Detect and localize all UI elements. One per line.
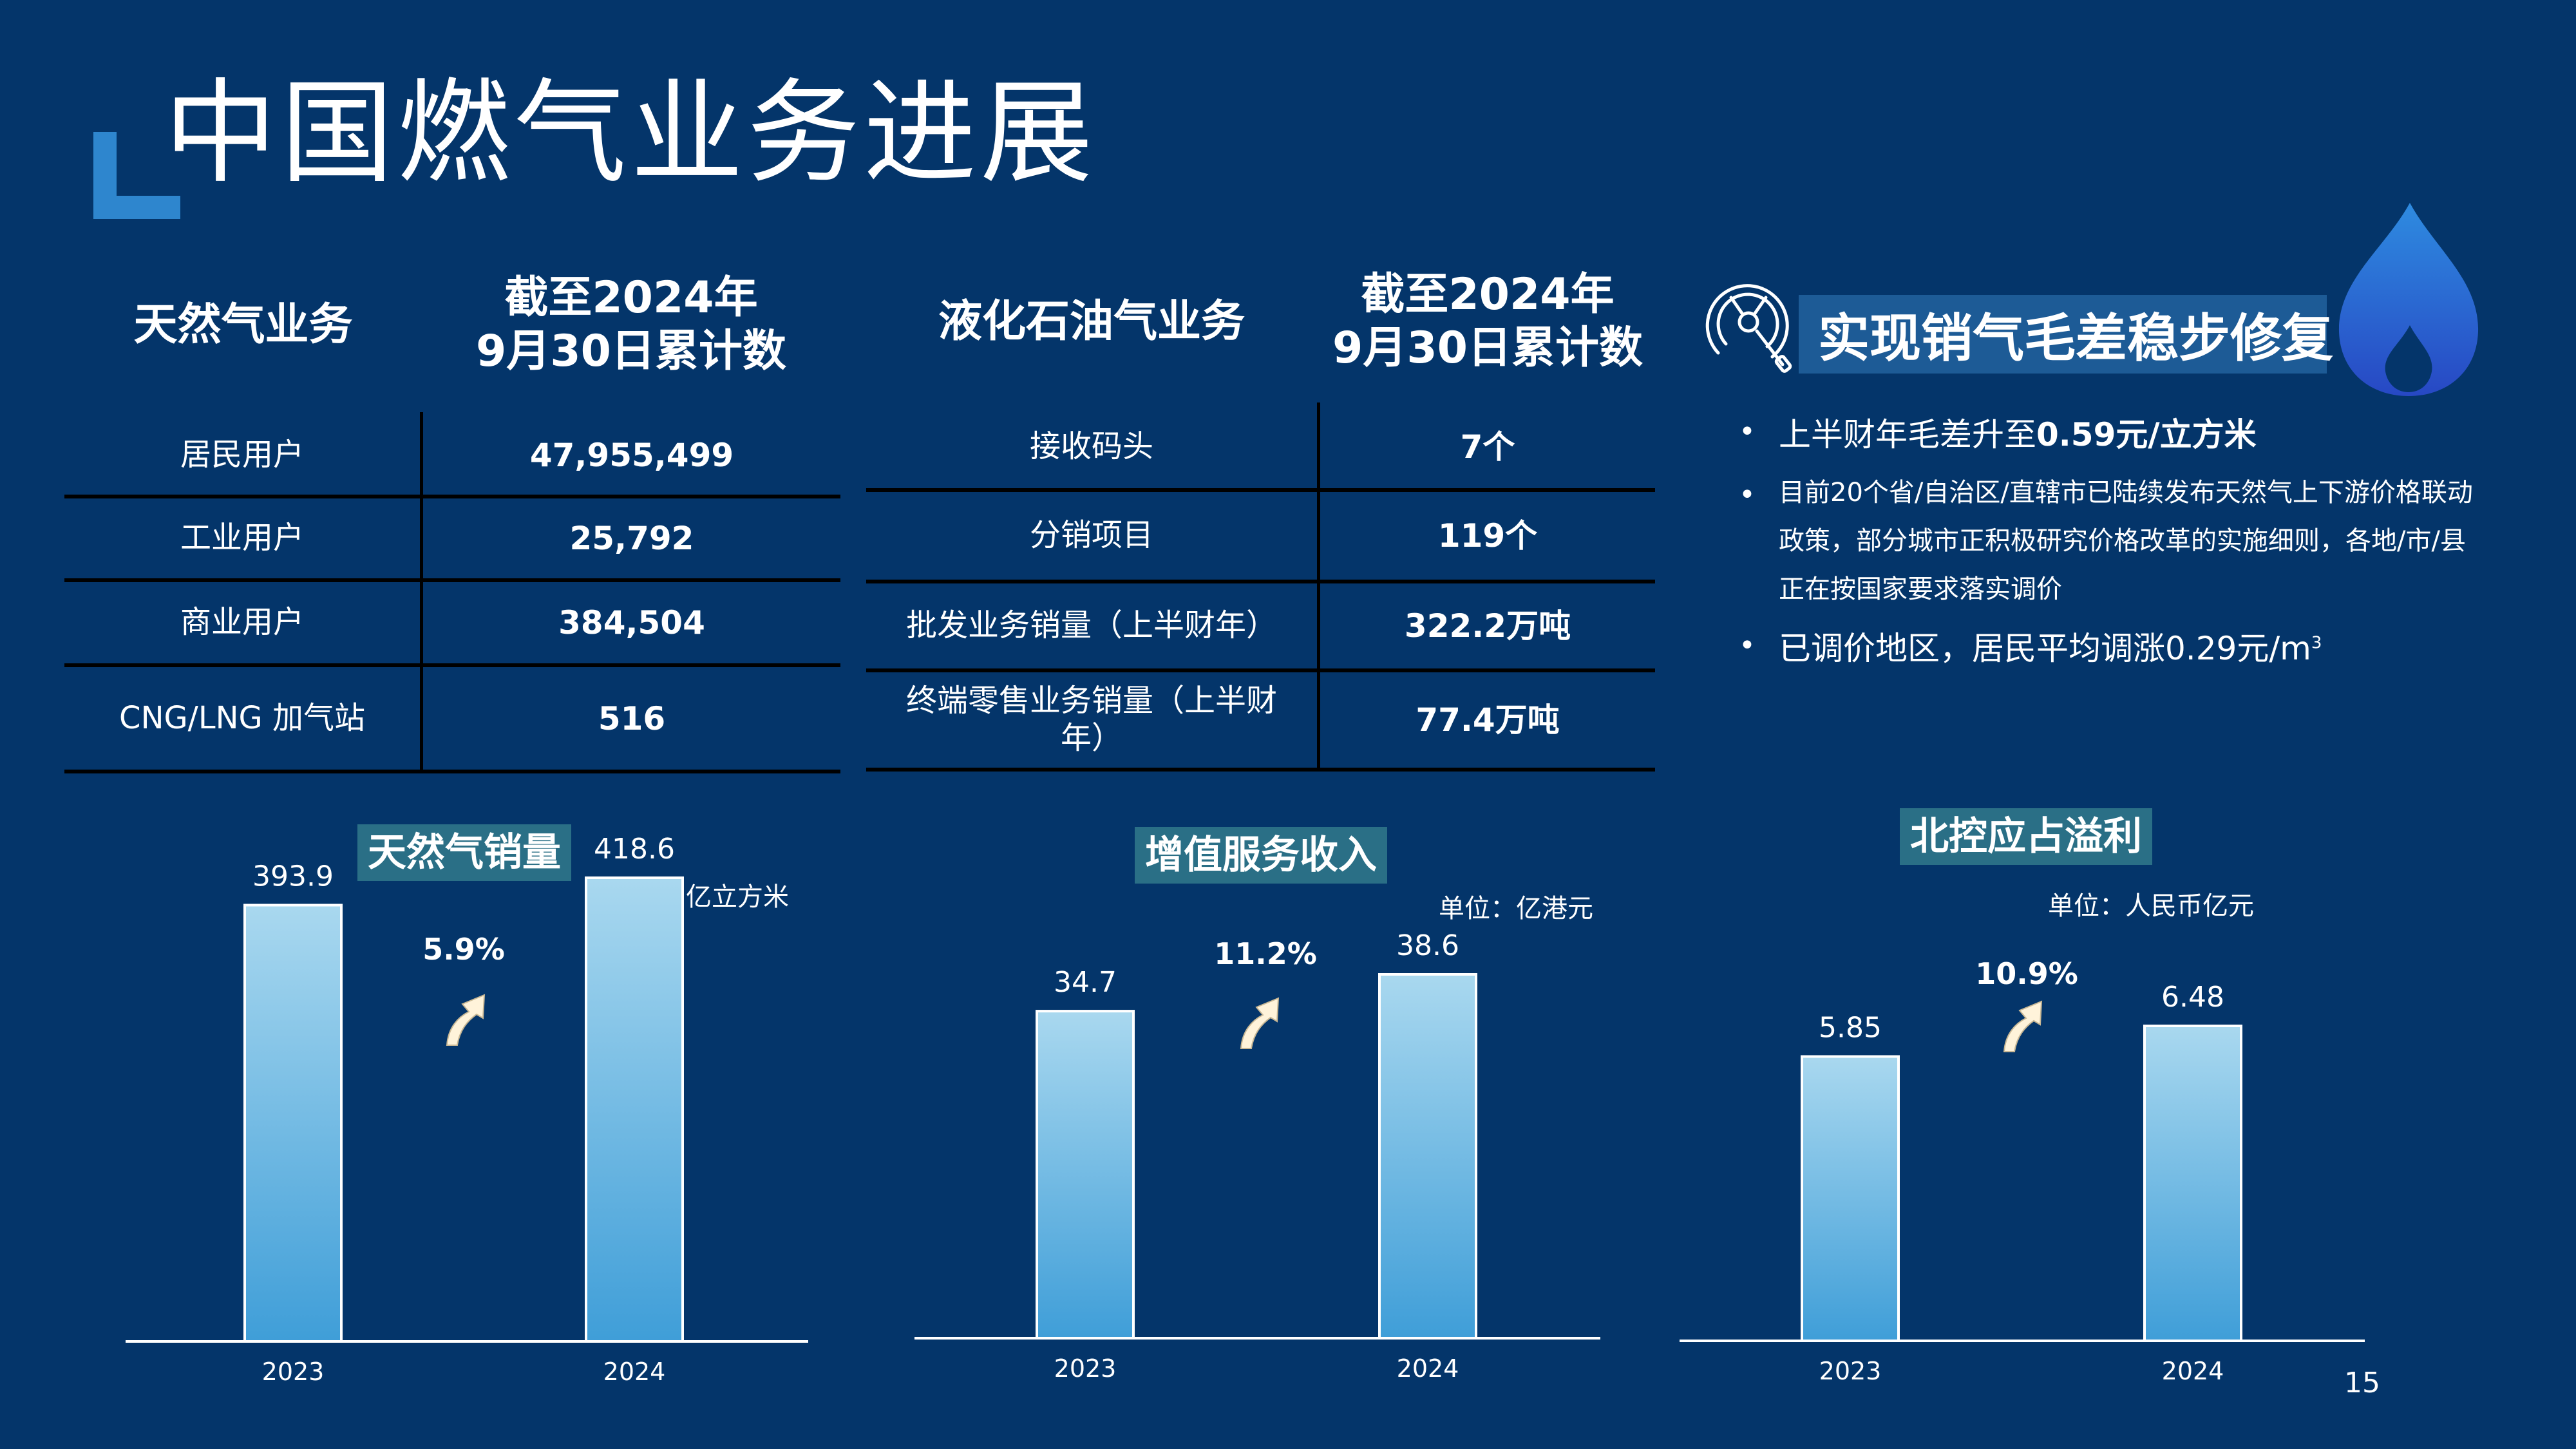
table-row-label: 分销项目 bbox=[1029, 517, 1153, 554]
flame-icon bbox=[2338, 203, 2479, 396]
table-row-label: 商业用户 bbox=[180, 604, 304, 641]
x-tick-label: 2023 bbox=[1054, 1354, 1117, 1383]
row-rule bbox=[866, 488, 1655, 492]
table-header-cumulative: 截至2024年 9月30日累计数 bbox=[1320, 248, 1655, 396]
table-row-label: 居民用户 bbox=[180, 436, 304, 473]
row-rule bbox=[866, 668, 1655, 672]
bullet-dot-icon: • bbox=[1739, 415, 1756, 448]
table-row-value: 77.4万吨 bbox=[1416, 701, 1560, 739]
table-header-cumulative: 截至2024年 9月30日累计数 bbox=[425, 251, 837, 399]
row-rule bbox=[64, 663, 840, 667]
table-row-label: 接收码头 bbox=[1029, 428, 1153, 465]
table-row-label: 批发业务销量（上半财年） bbox=[905, 607, 1277, 644]
table-row-value: 7个 bbox=[1460, 428, 1515, 466]
bar-2023 bbox=[243, 904, 343, 1343]
bar-value-label: 6.48 bbox=[2161, 981, 2224, 1014]
x-tick-label: 2024 bbox=[1397, 1354, 1459, 1383]
row-rule bbox=[866, 768, 1655, 772]
bullet-text: 目前20个省/自治区/直辖市已陆续发布天然气上下游价格联动政策，部分城市正积极研… bbox=[1779, 478, 2473, 605]
page-number: 15 bbox=[2344, 1367, 2380, 1399]
bar-value-label: 393.9 bbox=[252, 860, 334, 893]
bullet-item-margin: • 上半财年毛差升至0.59元/立方米 bbox=[1732, 412, 2479, 457]
growth-label: 5.9% bbox=[422, 932, 505, 967]
chart-title-value-added: 增值服务收入 bbox=[1135, 827, 1387, 884]
table-header-business: 天然气业务 bbox=[133, 299, 353, 350]
table-row-value: 25,792 bbox=[569, 520, 694, 557]
headline-badge: 实现销气毛差稳步修复 bbox=[1799, 295, 2333, 374]
growth-arrow-icon bbox=[446, 994, 486, 1046]
bar-2024 bbox=[2143, 1025, 2242, 1342]
bar-2024 bbox=[585, 876, 684, 1343]
table-row-label: 工业用户 bbox=[180, 520, 304, 556]
growth-label: 10.9% bbox=[1975, 956, 2078, 991]
bullet-superscript: 3 bbox=[2311, 632, 2322, 652]
header-line-1: 截至2024年 bbox=[504, 272, 758, 324]
chart-unit-value-added: 单位：亿港元 bbox=[1439, 894, 1593, 923]
header-line-2: 9月30日累计数 bbox=[1332, 323, 1643, 374]
header-line-1: 截至2024年 bbox=[1361, 269, 1615, 321]
growth-arrow-icon bbox=[1240, 997, 1280, 1049]
table-row-label: CNG/LNG 加气站 bbox=[119, 699, 365, 736]
table-row-label: 终端零售业务销量（上半财年） bbox=[905, 683, 1277, 756]
table-row-value: 119个 bbox=[1437, 517, 1538, 554]
bullet-dot-icon: • bbox=[1739, 629, 1756, 662]
chart-unit-gas-volume: 单位：亿立方米 bbox=[609, 882, 789, 912]
title-corner-accent bbox=[93, 132, 180, 219]
header-line-2: 9月30日累计数 bbox=[476, 326, 786, 377]
chart-title-gas-volume: 天然气销量 bbox=[357, 824, 571, 881]
bar-value-label: 34.7 bbox=[1054, 966, 1117, 999]
gauge-wrench-icon bbox=[1705, 284, 1792, 373]
table-divider bbox=[420, 412, 423, 773]
x-tick-label: 2023 bbox=[262, 1358, 325, 1386]
bullet-item-policy: • 目前20个省/自治区/直辖市已陆续发布天然气上下游价格联动政策，部分城市正积… bbox=[1732, 469, 2479, 614]
row-rule bbox=[866, 580, 1655, 583]
bar-2023 bbox=[1801, 1055, 1900, 1342]
bullet-dot-icon: • bbox=[1739, 478, 1756, 511]
bar-value-label: 38.6 bbox=[1396, 929, 1459, 962]
table-divider bbox=[1317, 402, 1320, 770]
x-tick-label: 2024 bbox=[603, 1358, 666, 1386]
bar-2023 bbox=[1036, 1010, 1135, 1340]
growth-label: 11.2% bbox=[1214, 936, 1317, 971]
table-header-business: 液化石油气业务 bbox=[938, 296, 1245, 347]
page-title: 中国燃气业务进展 bbox=[164, 68, 1097, 199]
row-rule bbox=[64, 495, 840, 498]
bar-value-label: 5.85 bbox=[1819, 1012, 1882, 1045]
bullet-item-price: • 已调价地区，居民平均调涨0.29元/m3 bbox=[1732, 626, 2479, 671]
bullet-text: 已调价地区，居民平均调涨0.29元/m bbox=[1779, 629, 2311, 667]
chart-unit-profit: 单位：人民币亿元 bbox=[2048, 891, 2254, 921]
x-tick-label: 2024 bbox=[2162, 1357, 2224, 1385]
row-rule bbox=[64, 578, 840, 582]
growth-arrow-icon bbox=[2003, 1000, 2043, 1052]
chart-title-profit: 北控应占溢利 bbox=[1900, 808, 2152, 865]
bar-value-label: 418.6 bbox=[594, 833, 675, 866]
table-row-value: 322.2万吨 bbox=[1404, 607, 1571, 645]
table-row-value: 384,504 bbox=[558, 604, 705, 641]
bullet-list: • 上半财年毛差升至0.59元/立方米 • 目前20个省/自治区/直辖市已陆续发… bbox=[1732, 412, 2479, 671]
bullet-highlight: 0.59元/立方米 bbox=[2036, 416, 2257, 453]
table-row-value: 516 bbox=[598, 699, 666, 737]
row-rule bbox=[64, 770, 840, 773]
table-row-value: 47,955,499 bbox=[529, 436, 734, 474]
bullet-text: 上半财年毛差升至 bbox=[1779, 416, 2036, 453]
x-tick-label: 2023 bbox=[1819, 1357, 1882, 1385]
bar-2024 bbox=[1378, 973, 1477, 1340]
